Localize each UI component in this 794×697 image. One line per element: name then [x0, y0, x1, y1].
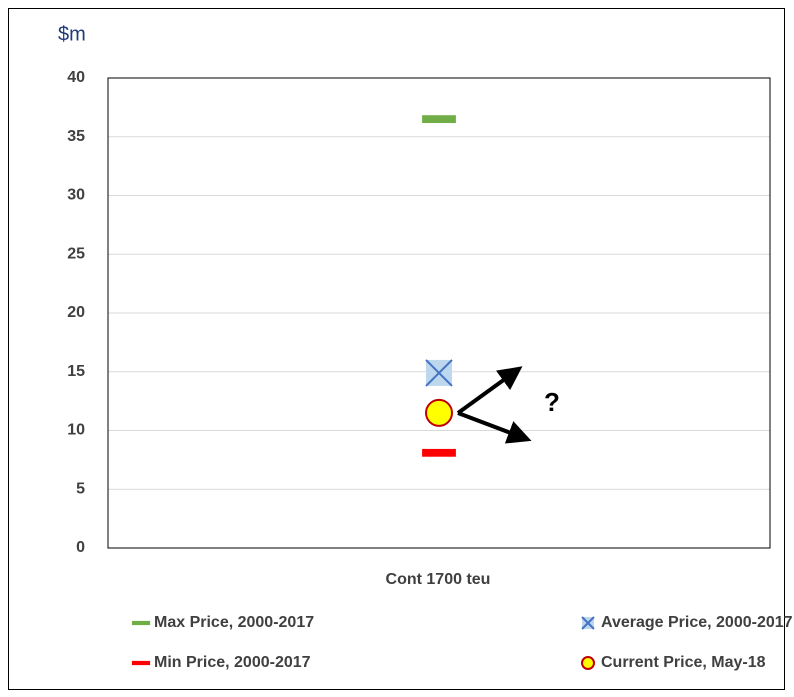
marker	[422, 115, 456, 124]
annotation-arrows	[456, 366, 532, 444]
marker-part	[131, 620, 151, 626]
marker-part	[422, 448, 456, 457]
x-tick-label: Cont 1700 teu	[386, 571, 491, 588]
frame	[8, 8, 785, 690]
y-tick-label: 15	[67, 363, 85, 380]
arrow	[456, 366, 523, 415]
y-tick-label: 25	[67, 245, 85, 262]
legend-label: Average Price, 2000-2017	[601, 614, 793, 631]
y-tick-label: 10	[67, 422, 85, 439]
marker-part	[581, 616, 595, 630]
marker-part	[422, 115, 456, 124]
marker-part	[425, 398, 453, 427]
y-tick-label: 5	[76, 480, 85, 497]
y-tick-label: 30	[67, 187, 85, 204]
y-tick-label: 35	[67, 128, 85, 145]
legend-marker	[581, 616, 595, 630]
legend-label: Current Price, May-18	[601, 654, 766, 671]
marker	[422, 448, 456, 457]
y-tick-label: 0	[76, 539, 85, 556]
marker-part	[425, 359, 453, 387]
y-tick-label: 20	[67, 304, 85, 321]
plot-area	[107, 77, 771, 549]
marker	[425, 359, 453, 387]
marker-part	[131, 660, 151, 666]
legend-label: Min Price, 2000-2017	[154, 654, 311, 671]
marker	[425, 398, 453, 427]
legend-marker	[131, 620, 151, 626]
arrow	[457, 411, 532, 444]
marker-part	[581, 656, 595, 670]
legend-marker	[131, 660, 151, 666]
annotation: ?	[544, 387, 560, 417]
legend-label: Max Price, 2000-2017	[154, 614, 314, 631]
y-axis-label: $m	[58, 23, 86, 45]
y-tick-label: 40	[67, 69, 85, 86]
legend-marker	[581, 656, 595, 670]
